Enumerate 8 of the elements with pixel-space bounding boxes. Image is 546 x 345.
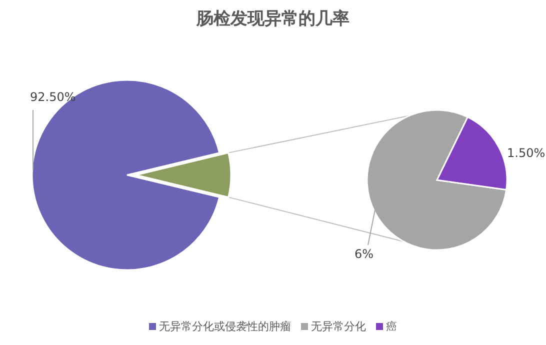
data-label: 6% xyxy=(354,247,374,261)
legend-label: 癌 xyxy=(386,320,397,333)
data-label: 1.50% xyxy=(507,146,546,160)
pie-slice xyxy=(366,109,508,251)
chart-title: 肠检发现异常的几率 xyxy=(196,9,350,29)
legend-label: 无异常分化或侵袭性的肿瘤 xyxy=(159,320,291,333)
data-label: 92.50% xyxy=(30,90,76,104)
legend-label: 无异常分化 xyxy=(311,320,366,333)
